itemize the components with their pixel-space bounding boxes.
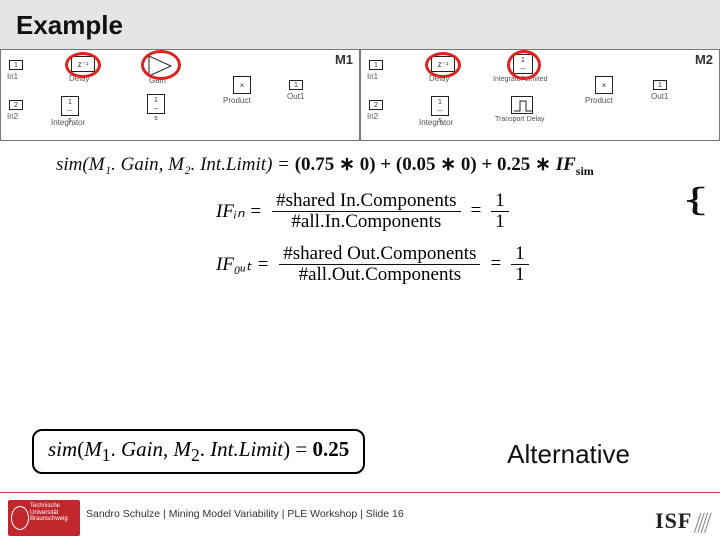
if-in-result: 1 1 [491,191,509,232]
underbrace-icon: ︸ [629,186,720,216]
m2-product-name: Product [585,96,613,105]
m2-in1-port: 1 [369,60,383,70]
model-row: M1 1 In1 2 In2 z⁻¹ Delay Gain 1─s Integr… [0,49,720,141]
m1-gain-highlight [141,50,181,80]
m1-in2-port: 2 [9,100,23,110]
m1-in1-port: 1 [9,60,23,70]
if-out-rden: 1 [511,265,529,285]
if-in-den: #all.In.Components [287,212,445,232]
eq-if-in: IFᵢₙ = #shared In.Components #all.In.Com… [216,191,688,232]
formula-area: sim(M₁. Gain, M₂. Int.Limit) = (0.75 ∗ 0… [0,141,720,285]
eq-sim-main: sim(M₁. Gain, M₂. Int.Limit) = (0.75 ∗ 0… [56,153,688,179]
panel-m2: M2 1 In1 2 In2 z⁻¹ Delay 1─s Integrator … [360,49,720,141]
m1-product-name: Product [223,96,251,105]
m1-product-block: × [233,76,251,94]
eq-main-lhs: sim(M₁. Gain, M₂. Int.Limit) = [56,154,295,175]
footer: Technische Universität Braunschweig Sand… [0,492,720,540]
boxed-result: sim(M1. Gain, M2. Int.Limit) = 0.25 [32,429,365,474]
m2-int-block: 1─s [431,96,449,116]
m1-int-name: Integrator [51,118,85,127]
if-in-num: #shared In.Components [272,191,460,212]
m1-out-port: 1 [289,80,303,90]
if-out-frac: #shared Out.Components #all.Out.Componen… [279,244,480,285]
uni-line3: Braunschweig [30,516,68,522]
m1-delay-highlight [65,52,101,78]
m2-in2-name: In2 [367,112,378,121]
boxed-val: 0.25 [312,437,349,461]
slide: Example M1 1 In1 2 In2 z⁻¹ Delay Gain 1─… [0,0,720,540]
uni-line1: Technische [30,503,60,509]
if-in-rden: 1 [491,212,509,232]
if-out-rnum: 1 [511,244,529,265]
m1-int2-block: 1─s [147,94,165,114]
alternative-label: Alternative [507,439,630,470]
isf-text: ISF [655,508,692,533]
m2-label: M2 [695,52,713,67]
if-out-result: 1 1 [511,244,529,285]
m1-out-name: Out1 [287,92,304,101]
m2-product-block: × [595,76,613,94]
m2-int-name: Integrator [419,118,453,127]
title-bar: Example [0,0,720,49]
m2-in2-port: 2 [369,100,383,110]
isf-logo: ISF|||| [655,508,710,534]
slide-title: Example [16,10,704,41]
m2-intlimit-highlight [507,50,541,80]
m1-in2-name: In2 [7,112,18,121]
uni-line2: Universität [30,510,58,516]
m2-tdelay-block [511,96,533,114]
if-in-frac: #shared In.Components #all.In.Components [272,191,460,232]
m2-out-port: 1 [653,80,667,90]
if-out-den: #all.Out.Components [295,265,466,285]
m2-out-name: Out1 [651,92,668,101]
m2-delay-highlight [425,52,461,78]
eq-main-rhs: (0.75 ∗ 0) + (0.05 ∗ 0) + 0.25 ∗ IFsim [295,154,594,175]
isf-bars-icon: |||| [692,508,714,534]
m1-label: M1 [335,52,353,67]
if-out-lhs: IF₀ᵤₜ = [216,253,269,276]
footer-text: Sandro Schulze | Mining Model Variabilit… [86,508,404,520]
m1-int-block: 1─s [61,96,79,116]
m2-in1-name: In1 [367,72,378,81]
university-logo: Technische Universität Braunschweig [8,500,80,536]
m2-tdelay-name: Transport Delay [495,116,545,123]
panel-m1: M1 1 In1 2 In2 z⁻¹ Delay Gain 1─s Integr… [0,49,360,141]
if-out-num: #shared Out.Components [279,244,480,265]
eq-sign-2: = [490,253,501,275]
eq-sign: = [471,200,482,222]
eq-if-out: IF₀ᵤₜ = #shared Out.Components #all.Out.… [216,244,688,285]
if-in-rnum: 1 [491,191,509,212]
if-in-lhs: IFᵢₙ = [216,200,262,223]
m1-in1-name: In1 [7,72,18,81]
